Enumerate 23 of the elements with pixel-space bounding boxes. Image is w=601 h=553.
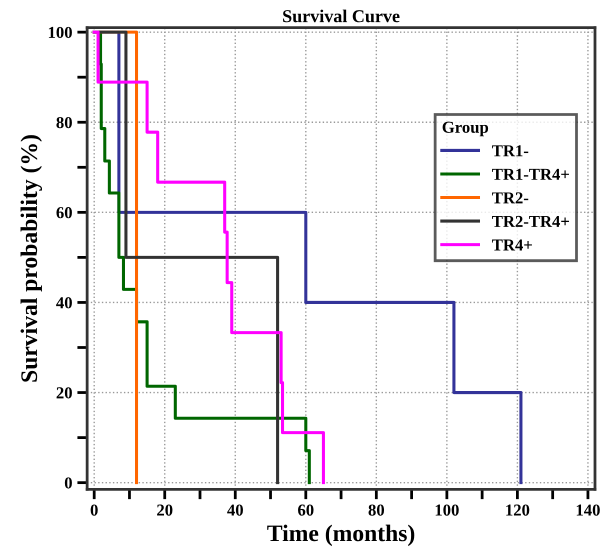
- x-tick-label: 140: [576, 504, 600, 516]
- x-tick-label: 80: [368, 504, 384, 516]
- y-axis-title: Survival probability (%): [20, 135, 42, 382]
- legend-label: TR2-TR4+: [492, 216, 569, 227]
- y-tick-label: 20: [56, 387, 72, 398]
- x-tick-label: 20: [157, 504, 172, 516]
- chart-title: Survival Curve: [283, 10, 400, 22]
- x-tick-label: 120: [506, 504, 530, 516]
- y-tick-label: 40: [56, 297, 72, 308]
- x-tick-label: 40: [227, 504, 243, 516]
- legend-label: TR1-: [492, 145, 528, 156]
- legend-label: TR4+: [492, 239, 532, 250]
- y-tick-label: 60: [56, 207, 72, 218]
- x-tick-label: 0: [90, 504, 98, 516]
- x-tick-label: 100: [436, 504, 459, 516]
- y-tick-label: 0: [64, 477, 72, 489]
- y-tick-label: 100: [48, 26, 72, 38]
- legend-label: TR1-TR4+: [492, 168, 569, 180]
- legend-label: TR2-: [492, 192, 528, 204]
- x-tick-label: 60: [298, 504, 314, 516]
- x-axis-title: Time (months): [267, 524, 414, 546]
- y-tick-label: 80: [56, 116, 72, 128]
- legend-title: Group: [442, 122, 488, 136]
